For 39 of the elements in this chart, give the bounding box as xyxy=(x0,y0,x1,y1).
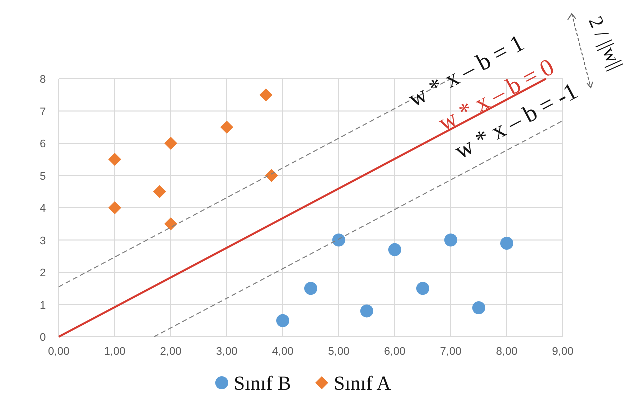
point xyxy=(265,169,278,182)
point xyxy=(276,314,290,328)
x-tick-label: 6,00 xyxy=(384,346,406,358)
y-tick-label: 0 xyxy=(40,332,46,344)
point xyxy=(153,185,166,198)
y-tick-label: 3 xyxy=(40,235,46,248)
point xyxy=(416,282,430,296)
x-tick-label: 3,00 xyxy=(216,346,238,358)
y-tick-label: 8 xyxy=(40,74,46,86)
point xyxy=(220,120,234,134)
point xyxy=(304,282,318,296)
point xyxy=(332,234,346,247)
point xyxy=(260,88,273,102)
legend-label: Sınıf B xyxy=(234,373,292,395)
x-tick-label: 2,00 xyxy=(160,346,182,358)
point xyxy=(108,153,122,166)
y-tick-label: 5 xyxy=(40,170,46,183)
point xyxy=(108,202,122,214)
point xyxy=(164,218,178,231)
x-tick-label: 1,00 xyxy=(104,346,126,358)
point xyxy=(360,304,374,318)
x-tick-label: 4,00 xyxy=(272,346,294,358)
point xyxy=(500,236,514,250)
point xyxy=(444,234,458,247)
point xyxy=(388,243,402,256)
y-tick-label: 6 xyxy=(40,138,46,150)
y-tick-label: 7 xyxy=(40,106,46,118)
y-tick-label: 4 xyxy=(40,203,46,215)
point xyxy=(164,137,178,150)
x-tick-label: 0,00 xyxy=(48,346,70,358)
x-tick-label: 8,00 xyxy=(496,346,518,358)
x-tick-label: 5,00 xyxy=(328,346,350,358)
y-tick-label: 2 xyxy=(40,268,46,280)
legend-label: Sınıf A xyxy=(334,373,392,395)
x-tick-label: 9,00 xyxy=(552,346,574,358)
point xyxy=(472,301,486,314)
x-tick-label: 7,00 xyxy=(440,346,462,358)
y-tick-label: 1 xyxy=(40,300,46,312)
text: 2 / ||w|| xyxy=(584,14,627,74)
